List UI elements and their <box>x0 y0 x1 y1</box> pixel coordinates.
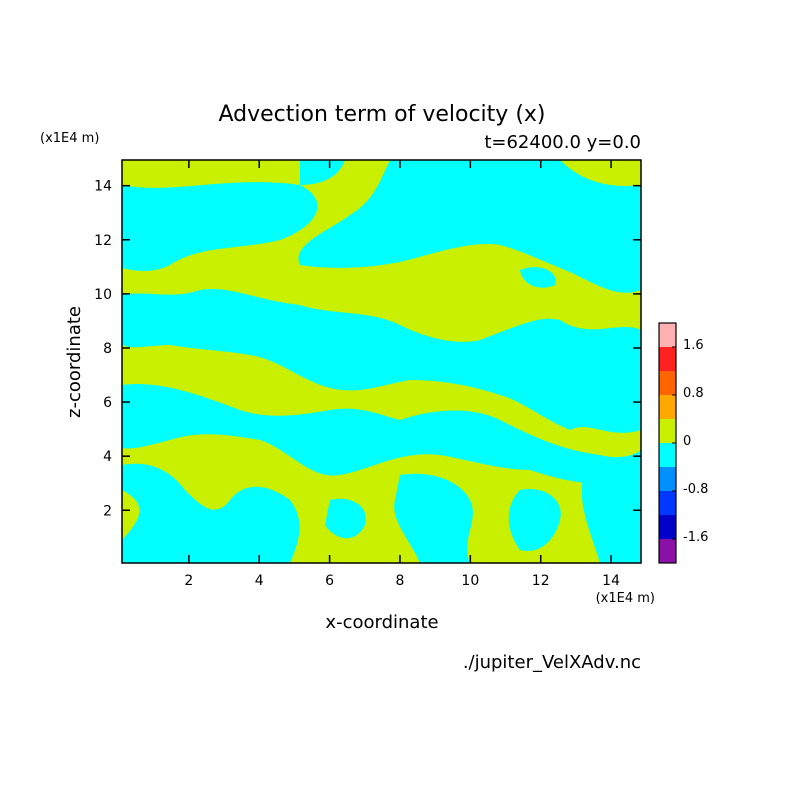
colorbar-band <box>659 443 676 467</box>
colorbar-band <box>659 467 676 491</box>
colorbar-tick-label: 0.8 <box>683 386 704 401</box>
colorbar-band <box>659 347 676 371</box>
x-tick-label: 2 <box>184 573 193 589</box>
y-tick-label: 10 <box>94 287 112 303</box>
y-tick-label: 12 <box>94 233 112 249</box>
colorbar-tick-label: 1.6 <box>683 338 704 353</box>
colorbar: -1.6 -0.8 0 0.8 1.6 <box>658 322 708 564</box>
y-tick-label: 14 <box>94 179 112 195</box>
y-axis-label: z-coordinate <box>64 306 85 418</box>
x-tick-label: 4 <box>255 573 264 589</box>
colorbar-band <box>659 491 676 515</box>
colorbar-band <box>659 419 676 443</box>
colorbar-tick-label: 0 <box>683 434 691 449</box>
y-tick-label: 8 <box>103 341 112 357</box>
x-unit: (x1E4 m) <box>596 591 655 606</box>
x-tick-label: 8 <box>396 573 405 589</box>
x-axis-label: x-coordinate <box>325 612 438 633</box>
colorbar-band <box>659 371 676 395</box>
x-tick-label: 14 <box>602 573 620 589</box>
chart-subtitle: t=62400.0 y=0.0 <box>484 132 641 153</box>
colorbar-band <box>659 539 676 563</box>
y-tick-label: 6 <box>103 395 112 411</box>
colorbar-tick-label: -0.8 <box>683 482 708 497</box>
field-negative <box>122 160 641 563</box>
colorbar-tick-label: -1.6 <box>683 530 708 545</box>
y-unit: (x1E4 m) <box>40 131 99 146</box>
chart-title: Advection term of velocity (x) <box>218 102 545 127</box>
colorbar-band <box>659 323 676 347</box>
y-tick-label: 2 <box>103 503 112 519</box>
y-tick-label: 4 <box>103 449 112 465</box>
axis-ticks: 2 4 6 8 10 12 14 2 4 6 8 10 12 14 <box>94 160 641 589</box>
x-tick-label: 6 <box>325 573 334 589</box>
plot-frame <box>121 159 642 564</box>
x-tick-label: 12 <box>532 573 550 589</box>
contour-field <box>122 160 641 563</box>
colorbar-band <box>659 515 676 539</box>
footer: ./jupiter_VelXAdv.nc <box>463 652 641 673</box>
x-tick-label: 10 <box>461 573 479 589</box>
colorbar-band <box>659 395 676 419</box>
